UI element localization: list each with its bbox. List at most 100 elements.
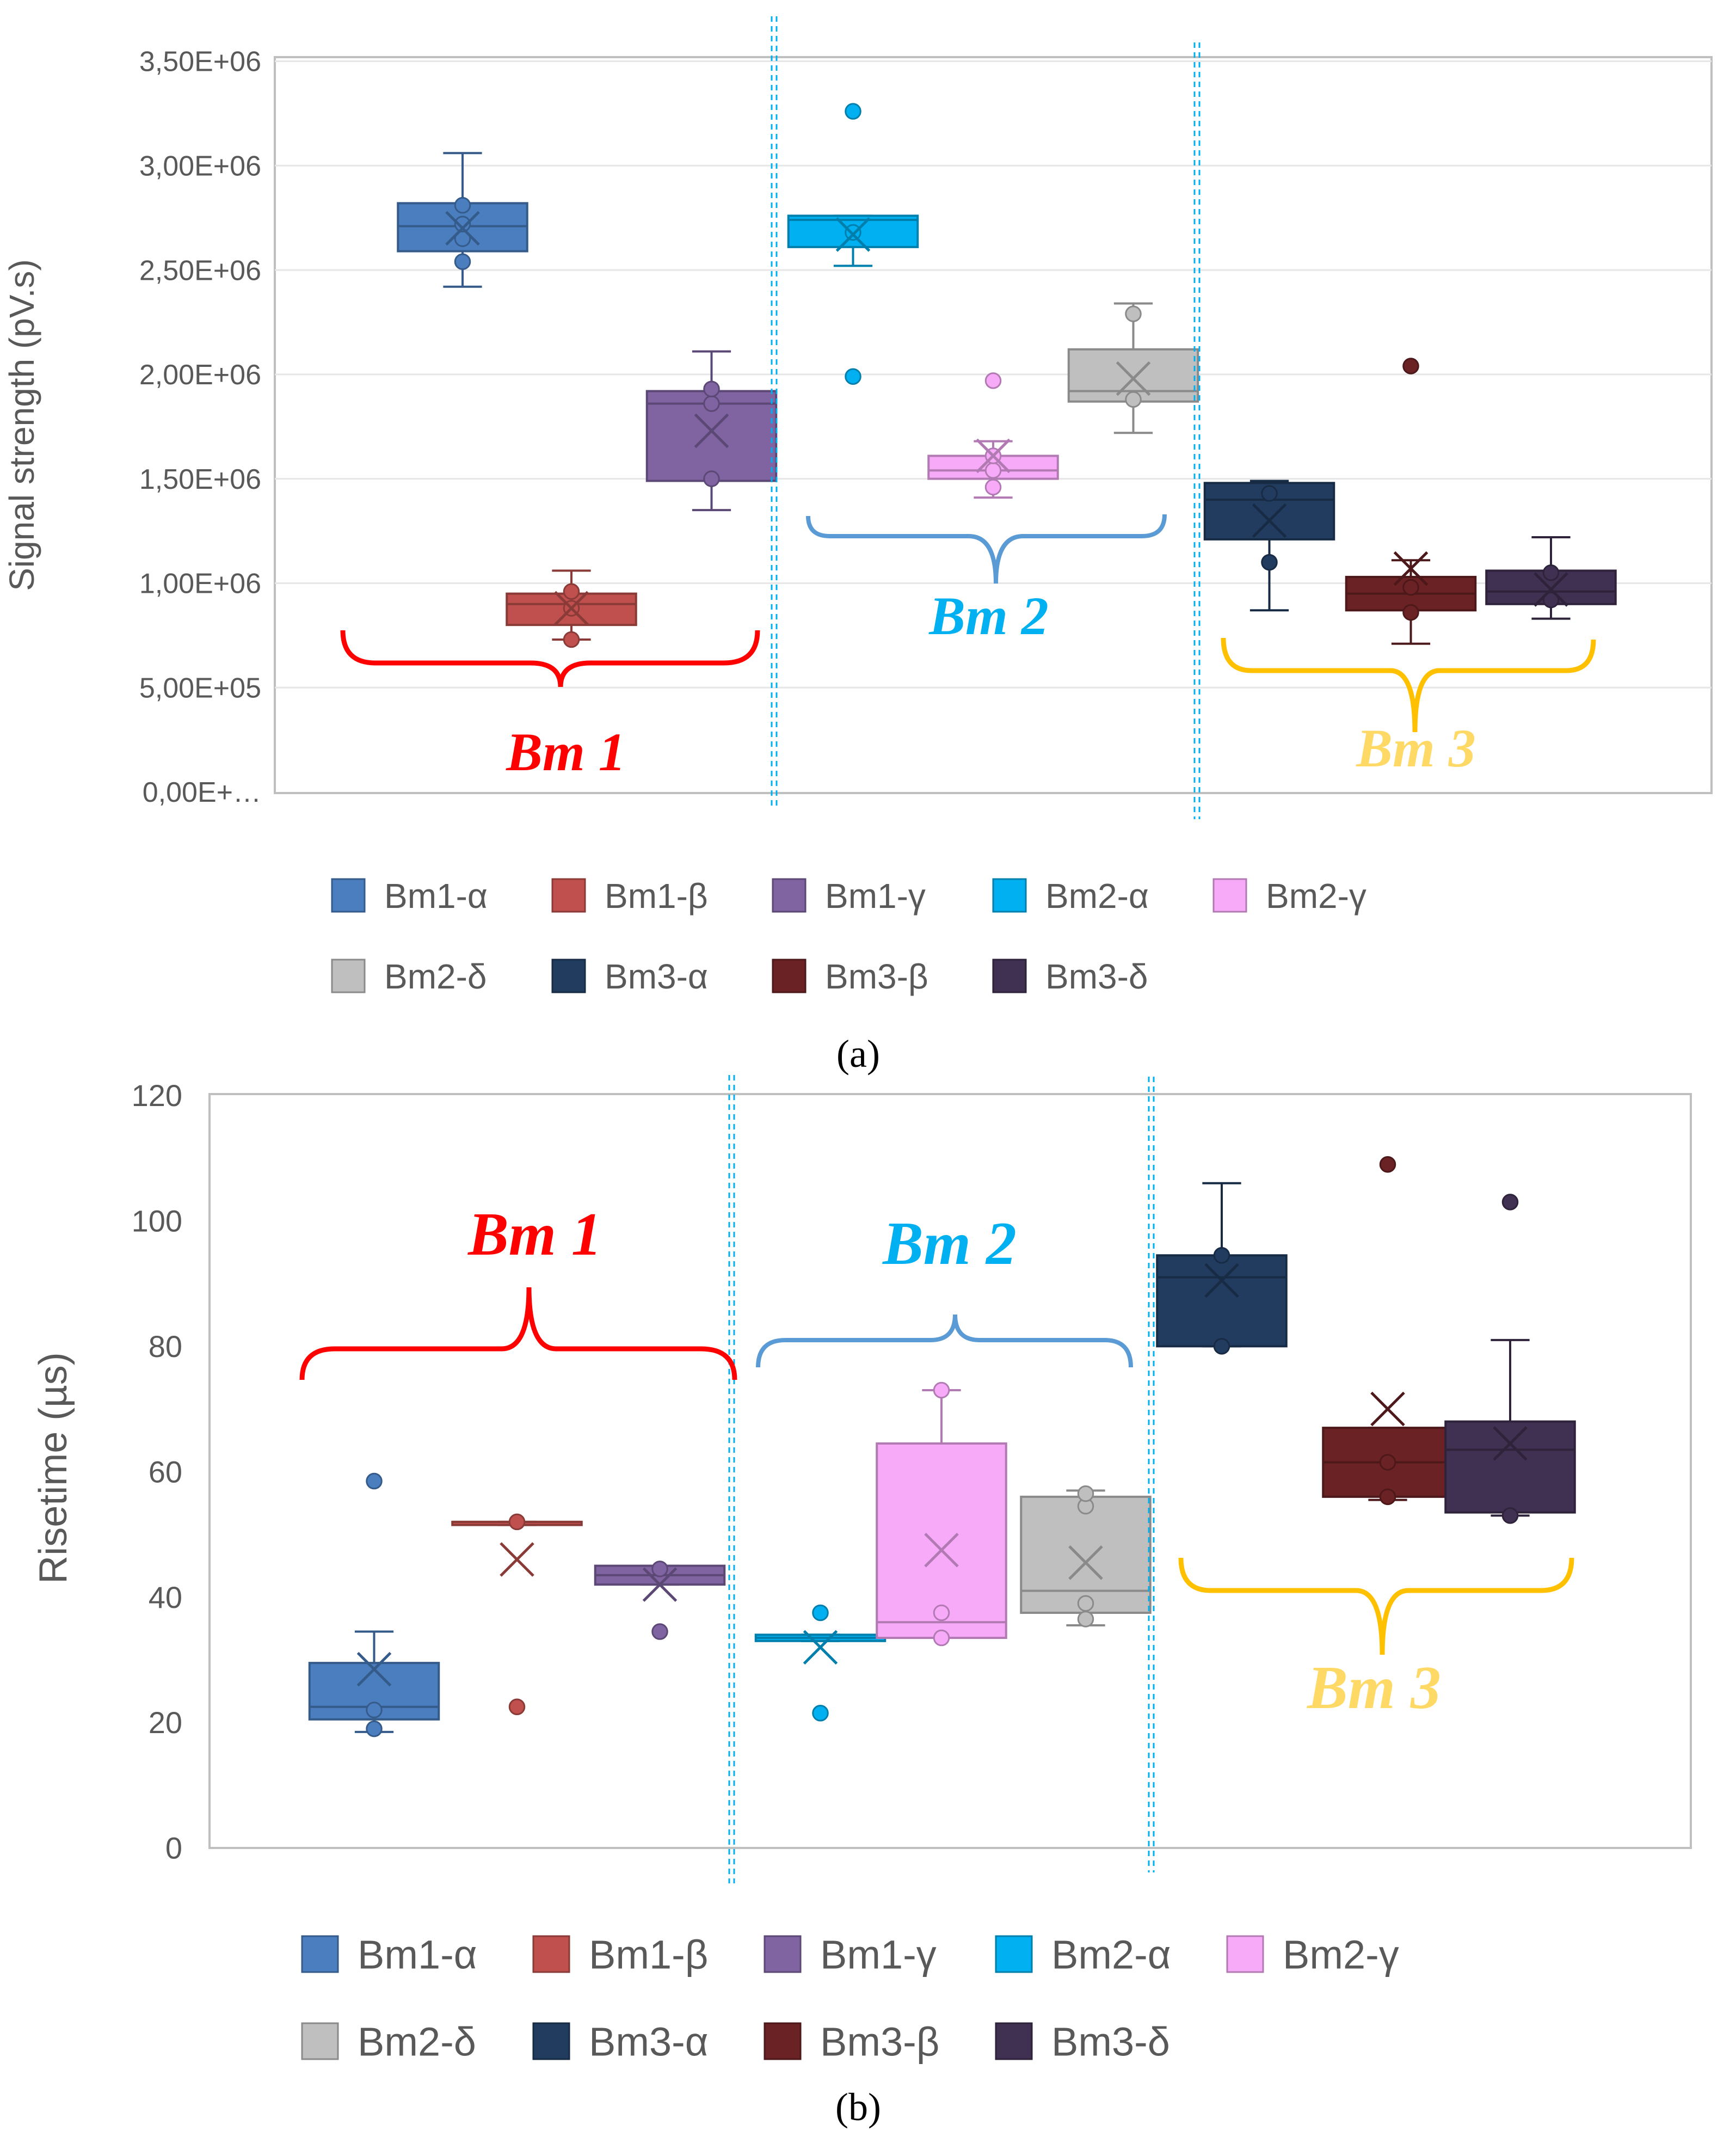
legend-label: Bm2-δ [384, 957, 487, 996]
outlier-point [845, 368, 861, 385]
data-point [1542, 564, 1560, 581]
bm3-brace [1178, 1557, 1574, 1655]
legend-item-bm3-alpha: Bm3-α [532, 2019, 709, 2065]
data-point [1125, 391, 1142, 408]
data-point [1402, 604, 1419, 621]
y-tick-label: 120 [132, 1078, 182, 1113]
y-tick-label: 0 [165, 1831, 182, 1865]
legend-label: Bm2-α [1051, 1932, 1171, 1978]
legend-swatch [532, 1935, 570, 1973]
outlier-point [1379, 1156, 1396, 1173]
data-point [1077, 1595, 1094, 1612]
legend-label: Bm3-δ [1051, 2019, 1170, 2065]
legend-item-bm2-alpha: Bm2-α [995, 1932, 1171, 1978]
group-braces-b [299, 1287, 1574, 1655]
legend-label: Bm2-δ [358, 2019, 476, 2065]
box-bm1-alpha [308, 1472, 440, 1737]
bm2-label-a: Bm 2 [928, 586, 1048, 646]
box-bm2-alpha [787, 103, 919, 385]
bm1-brace [340, 630, 760, 687]
legend-label: Bm1-α [384, 876, 488, 916]
box-bm2-delta [1067, 302, 1199, 434]
mean-marker [642, 1567, 678, 1602]
mean-marker [1370, 1391, 1405, 1427]
legend-swatch [331, 878, 366, 913]
legend-label: Bm2-α [1045, 876, 1149, 916]
data-point [1379, 1454, 1396, 1471]
legend-item-bm1-beta: Bm1-β [532, 1932, 708, 1978]
legend-label: Bm3-δ [1045, 957, 1148, 996]
legend-item-bm3-delta: Bm3-δ [992, 957, 1148, 996]
legend-swatch [1212, 878, 1247, 913]
mean-marker-stroke [356, 1651, 392, 1687]
mean-marker [1493, 1426, 1528, 1461]
outlier-point [812, 1705, 829, 1722]
box-bm3-alpha [1203, 480, 1335, 612]
legend-label: Bm3-α [605, 957, 708, 996]
mean-marker-stroke [976, 438, 1011, 474]
iqr-box [1156, 1254, 1288, 1348]
mean-marker [1204, 1263, 1239, 1298]
legend-item-bm2-alpha: Bm2-α [992, 876, 1149, 916]
mean-marker [1393, 551, 1429, 586]
legend-label: Bm1-β [589, 1932, 708, 1978]
legend-item-bm2-gamma: Bm2-γ [1212, 876, 1366, 916]
legend-swatch [331, 959, 366, 993]
mean-marker [694, 413, 729, 449]
iqr-box [1444, 1420, 1576, 1514]
box-bm2-delta [1020, 1485, 1152, 1628]
mean-marker [835, 217, 871, 252]
box-bm3-beta [1345, 358, 1477, 645]
mean-marker-stroke [445, 211, 480, 246]
box-bm3-alpha [1156, 1182, 1288, 1355]
legend-swatch [551, 878, 586, 913]
mean-marker [924, 1532, 959, 1568]
legend-swatch [764, 2022, 802, 2060]
bm1-label-a: Bm 1 [506, 722, 625, 782]
mean-marker-stroke [924, 1532, 959, 1568]
legend-label: Bm1-γ [825, 876, 926, 916]
legend-a: Bm1-α Bm1-β Bm1-γ Bm2-α Bm2-γ Bm2-δ Bm3-α Bm3-β… [331, 876, 1366, 996]
legend-label: Bm3-β [820, 2019, 939, 2065]
data-point [454, 216, 471, 232]
legend-item-bm1-alpha: Bm1-α [301, 1932, 477, 1978]
y-tick-label: 60 [149, 1454, 182, 1489]
legend-item-bm2-gamma: Bm2-γ [1226, 1932, 1399, 1978]
data-point [703, 470, 720, 487]
mean-marker [1116, 361, 1151, 396]
y-axis-title-a: Signal strength (pV.s) [2, 259, 41, 591]
data-point [366, 1720, 383, 1737]
y-tick-label: 80 [149, 1329, 182, 1364]
legend-label: Bm2-γ [1283, 1932, 1399, 1978]
mean-marker-stroke [1534, 572, 1568, 607]
legend-item-bm3-beta: Bm3-β [772, 957, 928, 996]
data-point [1542, 591, 1560, 609]
data-point [984, 478, 1002, 496]
mean-marker-stroke [642, 1567, 678, 1602]
group-braces-a [340, 514, 1596, 733]
data-point [1261, 554, 1278, 571]
y-tick-label: 1,50E+06 [139, 464, 261, 495]
legend-item-bm1-gamma: Bm1-γ [764, 1932, 937, 1978]
data-point [703, 395, 720, 412]
bm2-label-b: Bm 2 [882, 1210, 1017, 1278]
legend-item-bm3-delta: Bm3-δ [995, 2019, 1170, 2065]
data-point [1077, 1485, 1094, 1502]
outlier-point [984, 372, 1002, 389]
legend-swatch [532, 2022, 570, 2060]
data-point [1077, 1611, 1094, 1628]
data-point [933, 1381, 950, 1399]
data-point [933, 1604, 950, 1622]
data-point [508, 1513, 526, 1531]
data-point [1213, 1338, 1230, 1355]
mean-marker-stroke [803, 1630, 838, 1665]
data-point [1261, 485, 1278, 502]
legend-swatch [995, 2022, 1033, 2060]
legend-swatch [301, 1935, 339, 1973]
legend-label: Bm2-γ [1266, 876, 1366, 916]
legend-item-bm1-beta: Bm1-β [551, 876, 708, 916]
legend-label: Bm3-α [589, 2019, 709, 2065]
y-tick-label: 3,00E+06 [139, 150, 261, 182]
